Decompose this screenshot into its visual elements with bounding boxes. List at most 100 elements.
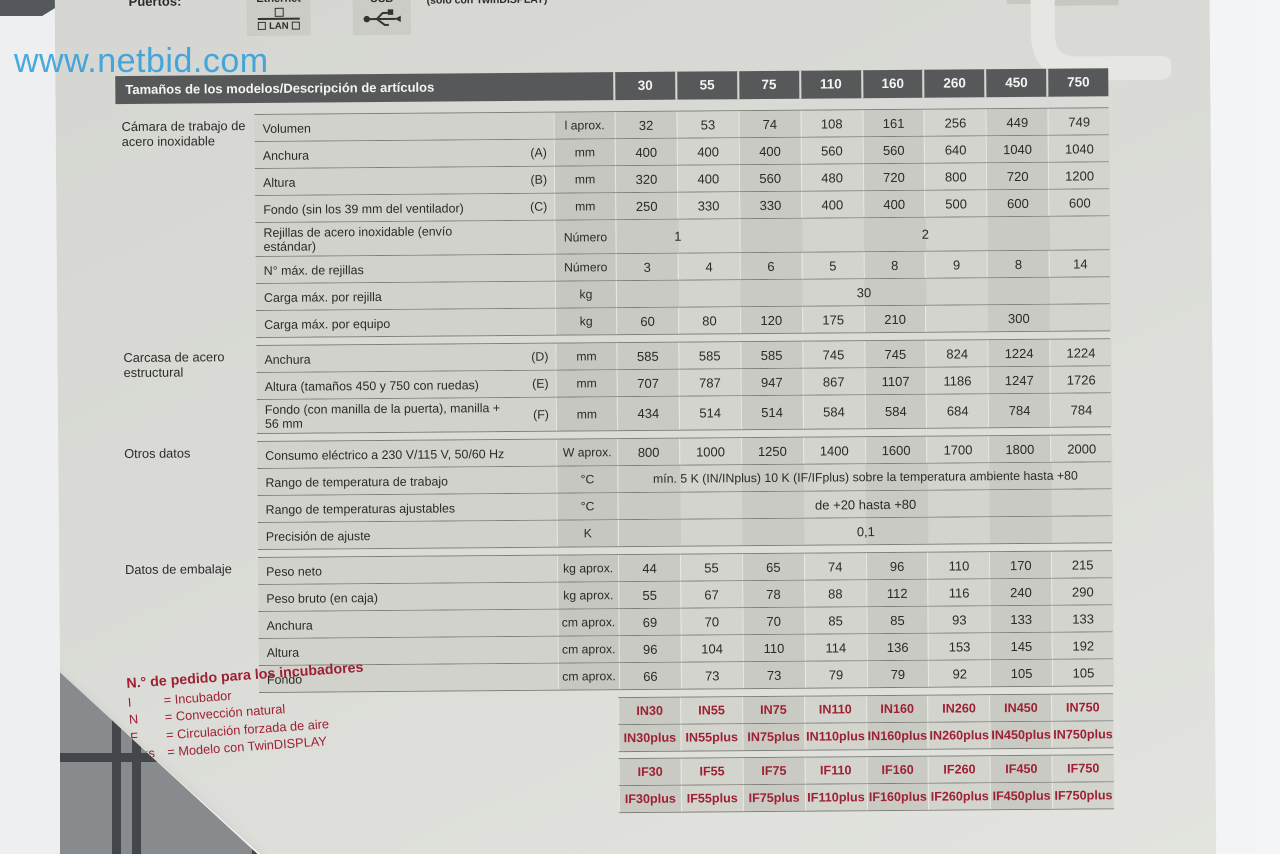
lan-icon: LAN	[258, 8, 300, 31]
dimension-letter	[509, 440, 556, 466]
dimension-letter	[510, 610, 557, 636]
order-number-row: IF30plus IF55plus IF75plus IF110plus IF160pl…	[619, 782, 1114, 813]
value-cell: 215	[1051, 551, 1113, 577]
row-value-cells: mín. 5 K (IN/INplus) 10 K (IF/IFplus) so…	[617, 462, 1112, 492]
unit-cell: Número	[555, 254, 616, 280]
order-number-cell: IF55	[680, 758, 742, 784]
value-cell: 480	[801, 164, 863, 190]
value-cell: 96	[865, 553, 927, 579]
lan-icon-square	[274, 8, 283, 17]
dimension-letter	[509, 467, 556, 493]
table-row: Precisión de ajuste K 0,1	[258, 516, 1112, 550]
unit-cell: °C	[556, 466, 617, 492]
value-cell: 947	[740, 369, 802, 395]
row-value-cells: 800 1000 1250 1400 1600 1700 1800 2000	[617, 435, 1112, 465]
value-cell: 1247	[988, 367, 1050, 393]
order-number-cell: IN160	[866, 696, 928, 722]
row-value-cells: 434 514 514 584 584 684 784 784	[617, 393, 1112, 430]
order-number-cell: IF110	[804, 757, 866, 783]
order-number-cell: IN450plus	[990, 722, 1052, 748]
section-rows: Consumo eléctrico a 230 V/115 V, 50/60 H…	[257, 434, 1112, 550]
unit-cell: kg	[555, 308, 616, 334]
value-cell: 784	[1050, 393, 1112, 426]
model-size-column-header: 260	[923, 69, 985, 97]
order-number-cell: IF160plus	[866, 784, 928, 810]
dimension-letter: (F)	[509, 398, 556, 431]
row-label: Rango de temperatura de trabajo	[257, 467, 509, 495]
value-cell: 96	[619, 636, 681, 662]
value-cell: 145	[990, 633, 1052, 659]
value-cell: 32	[615, 112, 677, 138]
order-row-group: IN30 IN55 IN75 IN110 IN160 IN260 IN450 IN750 IN3…	[618, 693, 1113, 752]
dimension-letter	[508, 255, 555, 281]
value-cell: 500	[925, 190, 987, 216]
usb-note: (solo con TwinDISPLAY)	[426, 0, 548, 7]
order-number-cell: IF750plus	[1052, 782, 1114, 808]
dimension-letter: (D)	[508, 344, 555, 370]
section-category-label: Carcasa de acero estructural	[123, 349, 225, 381]
value-cell: 400	[615, 139, 677, 165]
value-cell: 400	[801, 191, 863, 217]
order-number-cell: IF260	[928, 756, 990, 782]
value-cell: 449	[986, 109, 1048, 135]
value-cell: 600	[1048, 189, 1110, 215]
value-cell: 55	[680, 554, 742, 580]
row-value-cells: 55 67 78 88 112 116 240 290	[618, 578, 1113, 608]
value-cell: 1250	[741, 438, 803, 464]
value-cell: 79	[866, 661, 928, 687]
row-label: Altura (tamaños 450 y 750 con ruedas)	[257, 371, 509, 399]
unit-cell: cm aprox.	[557, 609, 618, 635]
model-size-column-header: 160	[861, 70, 923, 98]
unit-cell: mm	[556, 370, 617, 396]
value-cell: 105	[990, 660, 1052, 686]
value-cell: 133	[990, 606, 1052, 632]
value-cell: 824	[926, 340, 988, 366]
row-label: Precisión de ajuste	[258, 521, 510, 549]
table-section: Carcasa de acero estructural Anchura (D) mm…	[117, 338, 1111, 435]
value-cell: 30	[616, 277, 1111, 307]
section-category-label: Datos de embalaje	[125, 561, 232, 578]
value-cell: 1000	[679, 438, 741, 464]
value-cell: 175	[802, 306, 864, 332]
value-cell: 514	[679, 396, 741, 429]
value-cell: 1186	[926, 367, 988, 393]
value-cell: 8	[987, 251, 1049, 277]
row-label: Anchura	[255, 140, 507, 168]
value-cell: 88	[804, 580, 866, 606]
dimension-letter: (E)	[509, 371, 556, 397]
row-value-cells: 585 585 585 745 745 824 1224 1224	[616, 339, 1111, 369]
value-cell: 4	[678, 253, 740, 279]
usb-icon	[362, 8, 402, 30]
order-number-cell: IN110plus	[804, 723, 866, 749]
row-label: Fondo (con manilla de la puerta), manill…	[257, 398, 509, 433]
value-cell: 0,1	[618, 516, 1113, 546]
unit-cell: kg	[555, 281, 616, 307]
value-cell: 1600	[865, 437, 927, 463]
value-cell: 74	[804, 553, 866, 579]
dimension-letter	[510, 556, 557, 582]
order-number-cell: IN55	[680, 697, 742, 723]
value-cell: 73	[681, 662, 743, 688]
order-number-row: IF30 IF55 IF75 IF110 IF160 IF260 IF450 IF750	[619, 755, 1114, 786]
order-number-row: IN30 IN55 IN75 IN110 IN160 IN260 IN450 IN750	[618, 694, 1113, 725]
value-cell: 108	[800, 110, 862, 136]
order-number-cell: IN450	[989, 695, 1051, 721]
value-cell: 585	[740, 342, 802, 368]
value-cell: 1700	[926, 436, 988, 462]
value-cell: 3	[616, 254, 678, 280]
value-cell: 1040	[1048, 135, 1110, 161]
value-cell: 110	[927, 552, 989, 578]
unit-cell: kg aprox.	[557, 555, 618, 581]
value-cell: 585	[616, 343, 678, 369]
value-cell: 93	[928, 606, 990, 632]
dimension-letter: (C)	[507, 194, 554, 220]
row-label: Rango de temperaturas ajustables	[258, 494, 510, 522]
spec-table: Tamaños de los modelos/Descripción de ar…	[115, 68, 1114, 823]
value-cell: 434	[617, 397, 679, 430]
value-cell: 720	[986, 163, 1048, 189]
value-cell: 6	[739, 253, 801, 279]
value-cell: 256	[924, 109, 986, 135]
ethernet-port-box: Ethernet LAN	[246, 0, 310, 36]
value-cell: 78	[742, 581, 804, 607]
